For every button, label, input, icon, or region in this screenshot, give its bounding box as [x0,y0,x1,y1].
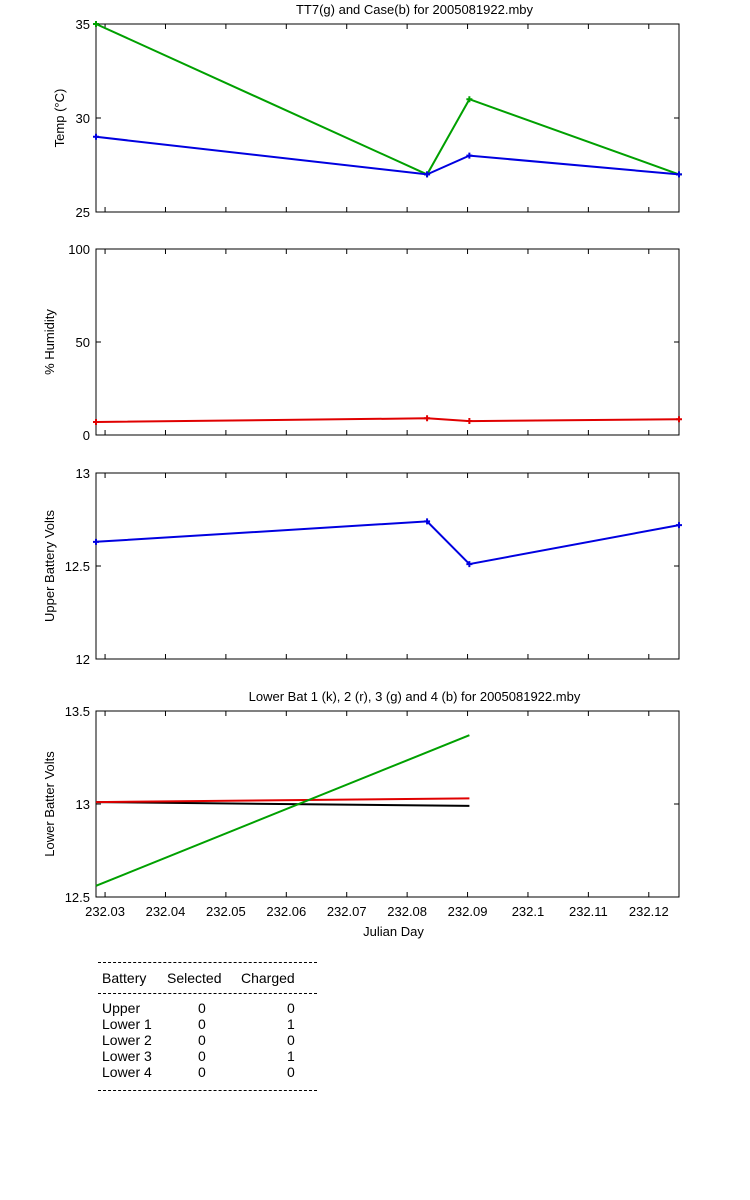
table-row: Lower 1 0 1 [98,1016,317,1032]
data-point [466,561,473,568]
y-tick-label: 12.5 [65,890,90,905]
y-axis-label: % Humidity [42,309,57,375]
header-selected: Selected [167,970,222,986]
data-point [424,415,431,422]
table-body: Upper 0 0 Lower 1 0 1 Lower 2 0 0 Lower … [98,994,317,1090]
x-tick-label: 232.03 [85,904,125,919]
selected-value: 0 [198,1032,206,1048]
series-line [95,23,680,176]
plot-frame [95,23,680,213]
data-point [466,418,473,425]
charged-value: 0 [287,1032,295,1048]
battery-status-table: Battery Selected Charged Upper 0 0 Lower… [98,962,317,1091]
table-row: Lower 3 0 1 [98,1048,317,1064]
y-tick-label: 12 [76,652,90,667]
y-tick-label: 100 [68,242,90,257]
y-tick-label: 50 [76,335,90,350]
charged-value: 0 [287,1000,295,1016]
series-line [95,520,680,566]
plot-frame [95,248,680,436]
plot-frame [95,472,680,660]
battery-name: Lower 4 [102,1064,152,1080]
table-header-row: Battery Selected Charged [98,966,317,990]
y-tick-label: 13 [76,797,90,812]
table-header-rule [98,993,317,994]
y-axis-label: Lower Batter Volts [42,751,57,857]
table-row: Lower 2 0 0 [98,1032,317,1048]
selected-value: 0 [198,1000,206,1016]
y-tick-label: 25 [76,205,90,220]
table-row: Upper 0 0 [98,1000,317,1016]
y-tick-label: 0 [83,428,90,443]
data-point [676,522,682,529]
chart-title: TT7(g) and Case(b) for 2005081922.mby [296,2,534,17]
data-point [93,21,99,27]
charged-value: 1 [287,1016,295,1032]
data-point [93,133,99,140]
y-axis-label: Upper Battery Volts [42,510,57,622]
x-tick-label: 232.06 [266,904,306,919]
plot-frame [95,710,680,898]
data-point [466,152,473,159]
x-tick-label: 232.11 [569,904,608,919]
x-tick-label: 232.09 [448,904,488,919]
y-tick-label: 12.5 [65,559,90,574]
y-axis-label: Temp (°C) [52,89,67,148]
y-tick-label: 13.5 [65,704,90,719]
battery-name: Lower 1 [102,1016,152,1032]
y-tick-label: 30 [76,111,90,126]
table-top-rule [98,962,317,963]
data-point [424,518,431,525]
data-point [676,171,682,178]
table-row: Lower 4 0 0 [98,1064,317,1080]
x-tick-label: 232.12 [629,904,669,919]
x-tick-label: 232.07 [327,904,367,919]
y-tick-label: 35 [76,17,90,32]
series-line [95,797,470,804]
data-point [424,171,431,178]
x-tick-label: 232.08 [387,904,427,919]
selected-value: 0 [198,1016,206,1032]
data-point [676,416,682,423]
x-tick-label: 232.04 [146,904,186,919]
charged-value: 1 [287,1048,295,1064]
data-point [93,538,99,545]
selected-value: 0 [198,1064,206,1080]
y-tick-label: 13 [76,466,90,481]
data-point [93,418,99,425]
table-bottom-rule [98,1090,317,1091]
series-line [95,135,680,176]
data-point [466,96,473,103]
header-charged: Charged [241,970,295,986]
x-axis-label: Julian Day [363,924,424,939]
selected-value: 0 [198,1048,206,1064]
charged-value: 0 [287,1064,295,1080]
header-battery: Battery [102,970,147,986]
series-line [95,734,470,887]
battery-name: Lower 2 [102,1032,152,1048]
battery-name: Upper [102,1000,141,1016]
x-tick-label: 232.05 [206,904,246,919]
series-line [95,801,470,807]
battery-name: Lower 3 [102,1048,152,1064]
x-tick-label: 232.1 [512,904,545,919]
chart-title: Lower Bat 1 (k), 2 (r), 3 (g) and 4 (b) … [249,689,581,704]
series-line [95,417,680,423]
